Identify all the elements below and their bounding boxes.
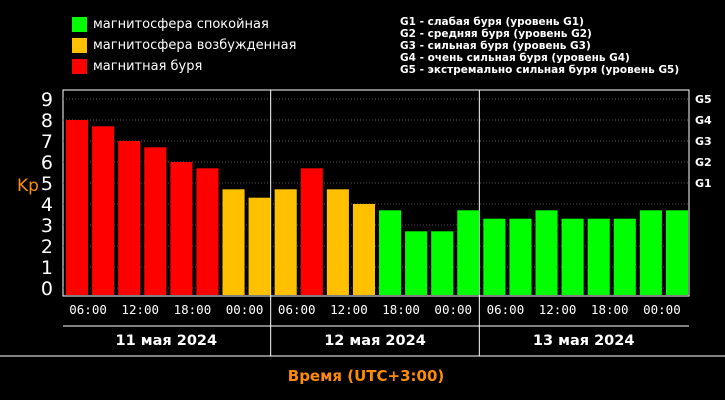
g-scale-line-g5: G5 - экстремально сильная буря (уровень …	[400, 64, 680, 76]
g-level-label: G2	[695, 156, 712, 169]
kp-bar	[561, 218, 584, 295]
g-scale-line-g2: G2 - средняя буря (уровень G2)	[400, 28, 592, 40]
day-label: 12 мая 2024	[324, 333, 426, 349]
y-tick-label: 7	[41, 131, 53, 153]
kp-bar	[274, 189, 297, 295]
kp-bar	[92, 126, 115, 295]
x-tick-label: 06:00	[487, 302, 525, 317]
kp-bar	[248, 197, 271, 295]
x-tick-label: 18:00	[382, 302, 420, 317]
legend-item-quiet: магнитосфера спокойная	[72, 17, 269, 32]
legend-swatch-storm	[72, 59, 87, 74]
y-tick-label: 8	[41, 110, 53, 132]
legend-item-storm: магнитная буря	[72, 59, 202, 74]
kp-bar	[665, 210, 688, 295]
kp-bar	[144, 147, 167, 295]
y-tick-label: 1	[41, 257, 53, 279]
g-scale-line-g3: G3 - сильная буря (уровень G3)	[400, 40, 591, 52]
kp-bar	[431, 231, 454, 295]
kp-bar	[405, 231, 428, 295]
x-tick-label: 18:00	[174, 302, 212, 317]
x-tick-label: 06:00	[69, 302, 107, 317]
y-tick-label: 4	[41, 194, 53, 216]
y-tick-label: 0	[41, 278, 53, 300]
kp-bar	[300, 168, 323, 295]
x-tick-label: 06:00	[278, 302, 316, 317]
legend-label-storm: магнитная буря	[93, 59, 203, 74]
x-tick-label: 12:00	[539, 302, 577, 317]
x-tick-label: 00:00	[643, 302, 681, 317]
day-label: 11 мая 2024	[116, 333, 218, 349]
x-tick-label: 00:00	[434, 302, 472, 317]
g-level-label: G1	[695, 177, 712, 190]
g-scale-line-g4: G4 - очень сильная буря (уровень G4)	[400, 52, 630, 64]
g-level-label: G3	[695, 135, 712, 148]
day-label: 13 мая 2024	[533, 333, 635, 349]
kp-bar	[196, 168, 219, 295]
legend-label-active: магнитосфера возбужденная	[93, 38, 297, 53]
y-tick-label: 3	[41, 215, 53, 237]
kp-bar	[587, 218, 610, 295]
kp-bar	[66, 120, 89, 295]
plot-frame	[62, 89, 690, 297]
legend-swatch-quiet	[72, 17, 87, 32]
kp-bar	[326, 189, 349, 295]
x-tick-label: 12:00	[121, 302, 159, 317]
kp-bar	[483, 218, 506, 295]
x-tick-label: 00:00	[226, 302, 264, 317]
legend-item-active: магнитосфера возбужденная	[72, 38, 296, 53]
kp-bar	[222, 189, 245, 295]
g-scale-line-g1: G1 - слабая буря (уровень G1)	[400, 16, 584, 28]
y-tick-label: 2	[41, 236, 53, 258]
y-tick-label: 5	[41, 173, 53, 195]
g-scale-legend: G1 - слабая буря (уровень G1) G2 - средн…	[400, 16, 679, 76]
legend-swatch-active	[72, 38, 87, 53]
kp-bar	[613, 218, 636, 295]
kp-bar	[379, 210, 402, 295]
y-axis-label: Kp	[17, 176, 39, 196]
y-tick-label: 9	[41, 89, 53, 111]
kp-bar	[639, 210, 662, 295]
kp-bar	[535, 210, 558, 295]
x-axis-label: Время (UTC+3:00)	[288, 367, 444, 385]
kp-bar	[457, 210, 480, 295]
g-level-label: G5	[695, 93, 712, 106]
y-tick-label: 6	[41, 152, 53, 174]
g-level-label: G4	[695, 114, 712, 127]
x-tick-label: 12:00	[330, 302, 368, 317]
kp-bar	[509, 218, 532, 295]
x-tick-label: 18:00	[591, 302, 629, 317]
kp-bar	[352, 204, 375, 295]
legend-label-quiet: магнитосфера спокойная	[93, 17, 269, 32]
kp-bar	[170, 162, 193, 295]
kp-bar	[118, 141, 141, 295]
